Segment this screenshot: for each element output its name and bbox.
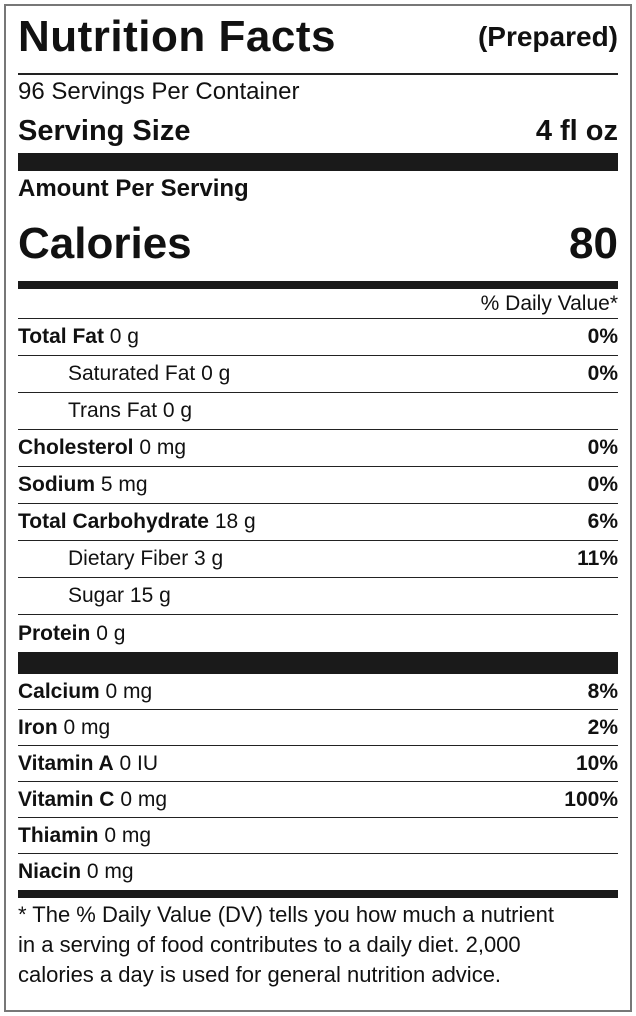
daily-value: 0% (587, 436, 618, 459)
nutrient: Calcium 0 mg (18, 680, 152, 704)
amount-per-serving: Amount Per Serving (18, 171, 618, 207)
nutrient: Protein 0 g (18, 622, 125, 646)
nutrient: Sodium 5 mg (18, 473, 148, 497)
daily-value: 0% (587, 325, 618, 348)
amount-text: Amount Per Serving (18, 175, 249, 202)
daily-value-header: % Daily Value* (18, 289, 618, 319)
thick-bar (18, 153, 618, 171)
nutrient-name: Protein (18, 621, 91, 645)
thick-bar (18, 652, 618, 674)
nutrient: Total Carbohydrate 18 g (18, 510, 256, 534)
nutrient-name: Vitamin C (18, 787, 115, 811)
nutrient-amount: 0 g (109, 325, 139, 348)
nutrient-list: Total Fat 0 g 0% Saturated Fat 0 g 0% Trans … (18, 319, 618, 652)
nutrient-row: Saturated Fat 0 g 0% (18, 356, 618, 393)
calories-value: 80 (569, 219, 618, 268)
nutrient-amount: 3 g (194, 547, 224, 570)
dv-header-text: % Daily Value* (480, 291, 618, 315)
nutrient-name: Cholesterol (18, 436, 134, 459)
nutrient-name: Dietary Fiber (68, 547, 189, 570)
servings: 96 Servings Per Container (18, 75, 618, 109)
label-border (4, 4, 632, 1012)
nutrient-amount: 0 mg (104, 823, 152, 847)
calories-label: Calories (18, 219, 192, 268)
title: Nutrition Facts (18, 11, 336, 61)
nutrient-row: Calcium 0 mg 8% (18, 674, 618, 710)
footnote-line: in a serving of food contributes to a da… (18, 932, 521, 957)
nutrient-row: Sodium 5 mg 0% (18, 467, 618, 504)
nutrient-amount: 18 g (214, 510, 256, 533)
vitamin-list: Calcium 0 mg 8% Iron 0 mg 2% Vitamin A 0 IU 1… (18, 674, 618, 890)
nutrient-row: Vitamin C 0 mg 100% (18, 782, 618, 818)
footnote-line: * The % Daily Value (DV) tells you how m… (18, 902, 554, 927)
nutrient-amount: 0 g (201, 362, 231, 385)
nutrient: Niacin 0 mg (18, 860, 134, 884)
nutrient: Iron 0 mg (18, 716, 110, 740)
nutrient-amount: 0 mg (139, 436, 187, 459)
nutrient-amount: 5 mg (100, 473, 148, 496)
nutrient-name: Thiamin (18, 823, 99, 847)
nutrient-row: Sugar 15 g (18, 578, 618, 615)
daily-value: 6% (587, 510, 618, 533)
nutrient-name: Vitamin A (18, 751, 114, 775)
nutrient: Saturated Fat 0 g (18, 362, 230, 386)
nutrient-amount: 0 mg (120, 787, 167, 811)
nutrient: Cholesterol 0 mg (18, 436, 186, 460)
nutrient-name: Sugar (68, 584, 125, 607)
nutrient: Vitamin C 0 mg (18, 788, 167, 812)
footnote-line: calories a day is used for general nutri… (18, 962, 502, 987)
nutrient-amount: 0 IU (119, 751, 159, 775)
nutrient-name: Calcium (18, 679, 100, 703)
nutrient-row: Vitamin A 0 IU 10% (18, 746, 618, 782)
nutrient-name: Total Carbohydrate (18, 510, 209, 533)
daily-value: 0% (587, 362, 618, 385)
nutrient-name: Total Fat (18, 325, 104, 348)
nutrient: Total Fat 0 g (18, 325, 139, 349)
nutrient-name: Sodium (18, 473, 95, 496)
nutrient-row: Total Fat 0 g 0% (18, 319, 618, 356)
nutrient: Vitamin A 0 IU (18, 752, 158, 776)
nutrient: Dietary Fiber 3 g (18, 547, 223, 571)
nutrient-row: Thiamin 0 mg (18, 818, 618, 854)
nutrient-name: Iron (18, 715, 58, 739)
nutrient-amount: 0 g (96, 621, 126, 645)
nutrient-name: Niacin (18, 860, 82, 883)
nutrient-amount: 0 mg (86, 860, 134, 883)
serving-size-value: 4 fl oz (535, 114, 618, 147)
daily-value: 8% (587, 679, 618, 703)
nutrient-row: Protein 0 g (18, 615, 618, 652)
daily-value: 10% (575, 751, 618, 775)
calories-row: Calories 80 (18, 207, 618, 281)
thick-bar (18, 890, 618, 898)
nutrient: Trans Fat 0 g (18, 399, 192, 423)
nutrient-amount: 0 g (162, 399, 193, 422)
daily-value: 11% (577, 547, 618, 570)
nutrient-row: Total Carbohydrate 18 g 6% (18, 504, 618, 541)
subtitle: (Prepared) (477, 20, 618, 52)
nutrient-name: Trans Fat (68, 399, 158, 422)
servings-text: 96 Servings Per Container (18, 78, 300, 105)
nutrient-name: Saturated Fat (68, 362, 196, 385)
nutrient-amount: 0 mg (105, 679, 153, 703)
nutrient-row: Niacin 0 mg (18, 854, 618, 890)
daily-value: 0% (587, 473, 618, 496)
daily-value: 2% (587, 715, 618, 739)
nutrient: Sugar 15 g (18, 584, 171, 608)
serving-size: Serving Size 4 fl oz (18, 109, 618, 153)
nutrient-row: Cholesterol 0 mg 0% (18, 430, 618, 467)
nutrient-row: Trans Fat 0 g (18, 393, 618, 430)
nutrient-amount: 0 mg (63, 715, 111, 739)
serving-size-label: Serving Size (18, 114, 191, 147)
daily-value: 100% (564, 787, 618, 811)
nutrient-amount: 15 g (129, 584, 171, 607)
nutrient-row: Iron 0 mg 2% (18, 710, 618, 746)
thick-bar (18, 281, 618, 289)
nutrient-row: Dietary Fiber 3 g 11% (18, 541, 618, 578)
title-row: Nutrition Facts (Prepared) (18, 0, 618, 75)
footnote: * The % Daily Value (DV) tells you how m… (18, 898, 618, 990)
nutrient: Thiamin 0 mg (18, 824, 151, 848)
nutrition-label: Nutrition Facts (Prepared) 96 Servings P… (18, 0, 618, 990)
